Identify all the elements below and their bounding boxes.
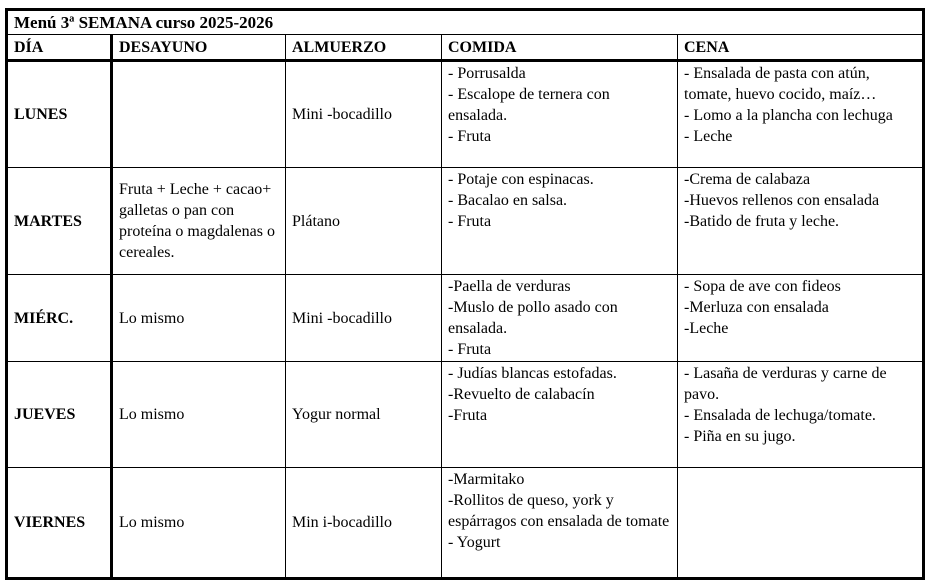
almuerzo-item: Mini -bocadillo	[292, 106, 392, 123]
almuerzo-item: Mini -bocadillo	[292, 309, 392, 327]
desayuno-item: Lo mismo	[119, 406, 185, 423]
cena-item: -Merluza con ensalada	[684, 299, 829, 316]
cena-item: - Leche	[684, 128, 733, 145]
desayuno-cell: Lo mismo	[111, 467, 286, 579]
day-cell: MARTES	[6, 167, 113, 275]
comida-item: - Porrusalda	[448, 65, 526, 82]
comida-item: -Rollitos de queso, york y espárragos co…	[448, 492, 670, 530]
cena-item: - Lasaña de verduras y carne de pavo.	[684, 365, 887, 403]
almuerzo-cell: Mini -bocadillo	[285, 274, 442, 362]
header-almuerzo: ALMUERZO	[285, 34, 442, 62]
cena-cell: - Ensalada de pasta con atún, tomate, hu…	[676, 60, 925, 168]
desayuno-item: Lo mismo	[119, 309, 185, 327]
cena-cell: - Sopa de ave con fideos -Merluza con ens…	[676, 274, 925, 362]
comida-cell: -Paella de verduras -Muslo de pollo asado…	[441, 274, 678, 362]
comida-item: -Paella de verduras	[448, 278, 571, 295]
title-row: Menú 3ª SEMANA curso 2025-2026	[5, 9, 925, 35]
comida-item: - Fruta	[448, 213, 492, 230]
comida-item: -Muslo de pollo asado con ensalada.	[448, 299, 618, 337]
menu-body: LUNES Mini -bocadillo - Porrusalda - Escalo…	[6, 60, 925, 579]
cena-item: - Sopa de ave con fideos	[684, 278, 841, 295]
desayuno-item: Lo mismo	[119, 514, 185, 531]
table-row: LUNES Mini -bocadillo - Porrusalda - Escalo…	[6, 60, 925, 168]
cena-cell	[676, 467, 925, 579]
almuerzo-item: Min i-bocadillo	[292, 514, 392, 531]
day-cell: MIÉRC.	[6, 274, 113, 362]
comida-item: - Fruta	[448, 128, 492, 145]
table-row: MARTES Fruta + Leche + cacao+ galletas o …	[6, 167, 925, 275]
comida-cell: - Porrusalda - Escalope de ternera con en…	[441, 60, 678, 168]
cena-item: - Piña en su jugo.	[684, 428, 796, 445]
comida-item: - Potaje con espinacas.	[448, 171, 594, 188]
day-cell: VIERNES	[6, 467, 113, 579]
comida-cell: -Marmitako -Rollitos de queso, york y esp…	[441, 467, 678, 579]
day-cell: LUNES	[6, 60, 113, 168]
almuerzo-cell: Plátano	[285, 167, 442, 275]
comida-item: -Fruta	[448, 407, 488, 424]
desayuno-item: Fruta + Leche + cacao+ galletas o pan co…	[119, 181, 275, 261]
cena-item: -Batido de fruta y leche.	[684, 213, 840, 230]
almuerzo-item: Yogur normal	[292, 406, 381, 423]
table-row: JUEVES Lo mismo Yogur normal - Judías blanc…	[6, 361, 925, 468]
header-desayuno: DESAYUNO	[111, 34, 286, 62]
desayuno-cell: Lo mismo	[111, 361, 286, 468]
cena-item: -Huevos rellenos con ensalada	[684, 192, 880, 209]
cena-item: - Lomo a la plancha con lechuga	[684, 107, 893, 124]
header-dia: DÍA	[6, 34, 113, 62]
cena-cell: - Lasaña de verduras y carne de pavo. - E…	[676, 361, 925, 468]
cena-item: - Ensalada de pasta con atún, tomate, hu…	[684, 65, 877, 103]
desayuno-cell: Lo mismo	[111, 274, 286, 362]
cena-item: - Ensalada de lechuga/tomate.	[684, 407, 876, 424]
table-row: MIÉRC. Lo mismo Mini -bocadillo -Paella de …	[6, 274, 925, 362]
comida-item: - Fruta	[448, 341, 492, 358]
day-cell: JUEVES	[6, 361, 113, 468]
header-row: DÍA DESAYUNO ALMUERZO COMIDA CENA	[6, 34, 925, 62]
comida-item: - Judías blancas estofadas.	[448, 365, 617, 382]
cena-item: -Leche	[684, 320, 729, 337]
header-cena: CENA	[676, 34, 925, 62]
menu-title: Menú 3ª SEMANA curso 2025-2026	[5, 9, 925, 35]
table-row: VIERNES Lo mismo Min i-bocadillo -Marmitako…	[6, 467, 925, 579]
desayuno-cell	[111, 60, 286, 168]
almuerzo-item: Plátano	[292, 212, 340, 230]
comida-item: - Bacalao en salsa.	[448, 192, 568, 209]
comida-item: -Revuelto de calabacín	[448, 386, 595, 403]
almuerzo-cell: Mini -bocadillo	[285, 60, 442, 168]
weekly-menu-table: Menú 3ª SEMANA curso 2025-2026 DÍA DESAY…	[5, 8, 926, 580]
desayuno-cell: Fruta + Leche + cacao+ galletas o pan co…	[111, 167, 286, 275]
header-comida: COMIDA	[441, 34, 678, 62]
almuerzo-cell: Yogur normal	[285, 361, 442, 468]
cena-item: -Crema de calabaza	[684, 171, 811, 188]
comida-item: - Yogurt	[448, 534, 501, 551]
comida-item: - Escalope de ternera con ensalada.	[448, 86, 610, 124]
comida-item: -Marmitako	[448, 471, 525, 488]
comida-cell: - Judías blancas estofadas. -Revuelto de …	[441, 361, 678, 468]
almuerzo-cell: Min i-bocadillo	[285, 467, 442, 579]
cena-cell: -Crema de calabaza -Huevos rellenos con e…	[676, 167, 925, 275]
comida-cell: - Potaje con espinacas. - Bacalao en sals…	[441, 167, 678, 275]
